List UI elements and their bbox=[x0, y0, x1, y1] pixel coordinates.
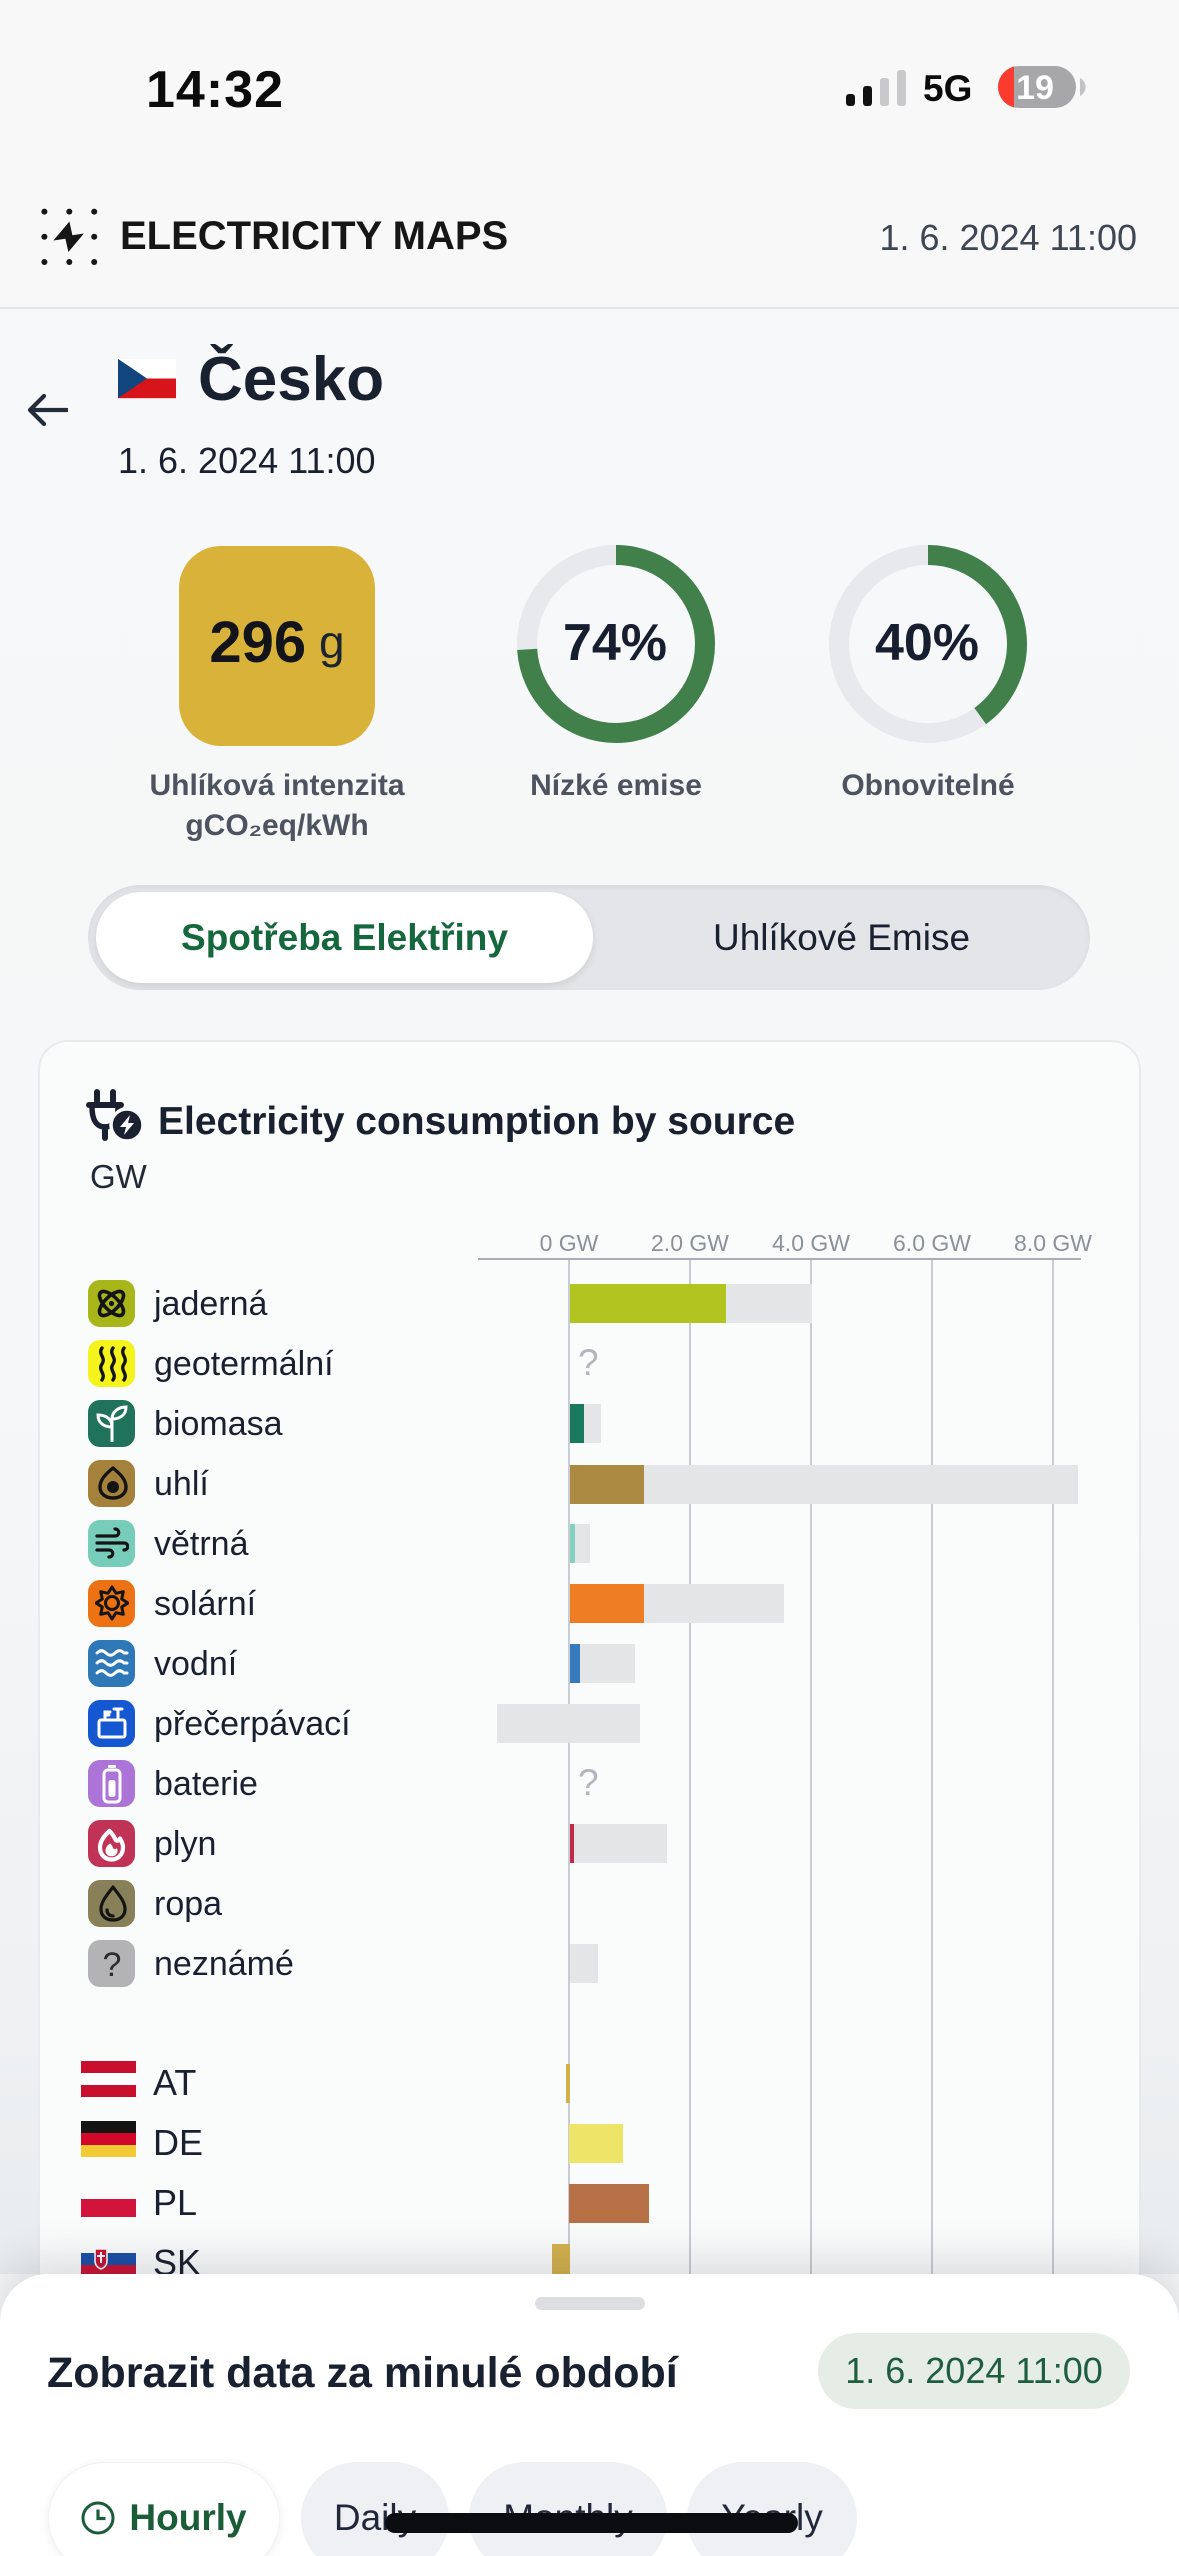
svg-text:19: 19 bbox=[1016, 69, 1054, 107]
